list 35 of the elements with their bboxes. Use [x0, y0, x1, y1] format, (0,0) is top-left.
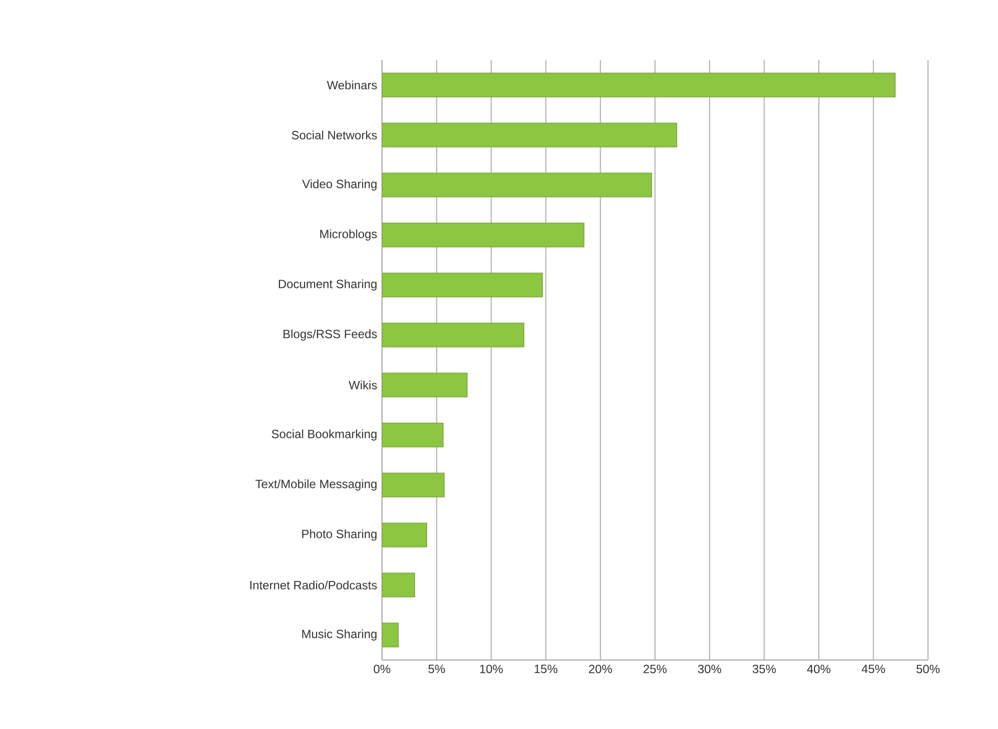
- bar: [382, 172, 652, 198]
- y-tick-label: Blogs/RSS Feeds: [284, 329, 377, 341]
- y-tick-label: Webinars: [326, 80, 377, 90]
- y-tick-label: Music Sharing: [302, 629, 376, 641]
- x-tick-label: 15%: [534, 664, 558, 674]
- x-tick-label: 20%: [589, 664, 612, 674]
- x-tick-label: 35%: [752, 664, 776, 674]
- bar: [382, 572, 416, 598]
- x-tick-label: 45%: [862, 664, 885, 674]
- x-tick-label: 5%: [428, 664, 445, 674]
- bar: [382, 422, 444, 448]
- bar: [382, 372, 468, 398]
- bar: [382, 472, 445, 498]
- bar: [382, 122, 678, 148]
- bar: [382, 622, 399, 648]
- y-tick-label: Social Networks: [292, 130, 377, 140]
- y-tick-label: Internet Radio/Podcasts: [250, 580, 377, 590]
- bar: [382, 272, 543, 298]
- x-tick-label: 10%: [480, 664, 503, 674]
- bar: [382, 72, 896, 98]
- y-tick-label: Text/Mobile Messaging: [256, 479, 377, 491]
- y-tick-label: Social Bookmarking: [272, 429, 376, 441]
- y-tick-label: Document Sharing: [278, 279, 376, 291]
- bar: [382, 522, 428, 548]
- y-tick-label: Video Sharing: [302, 179, 376, 191]
- y-tick-label: Wikis: [348, 380, 377, 390]
- y-tick-label: Microblogs: [320, 229, 377, 241]
- x-tick-label: 40%: [807, 664, 830, 674]
- bar: [382, 222, 584, 248]
- bar: [382, 322, 524, 348]
- y-tick-label: Photo Sharing: [302, 529, 376, 541]
- x-tick-label: 0%: [374, 664, 390, 674]
- x-tick-label: 50%: [916, 664, 940, 674]
- x-tick-label: 25%: [644, 664, 667, 674]
- x-tick-label: 30%: [698, 664, 722, 674]
